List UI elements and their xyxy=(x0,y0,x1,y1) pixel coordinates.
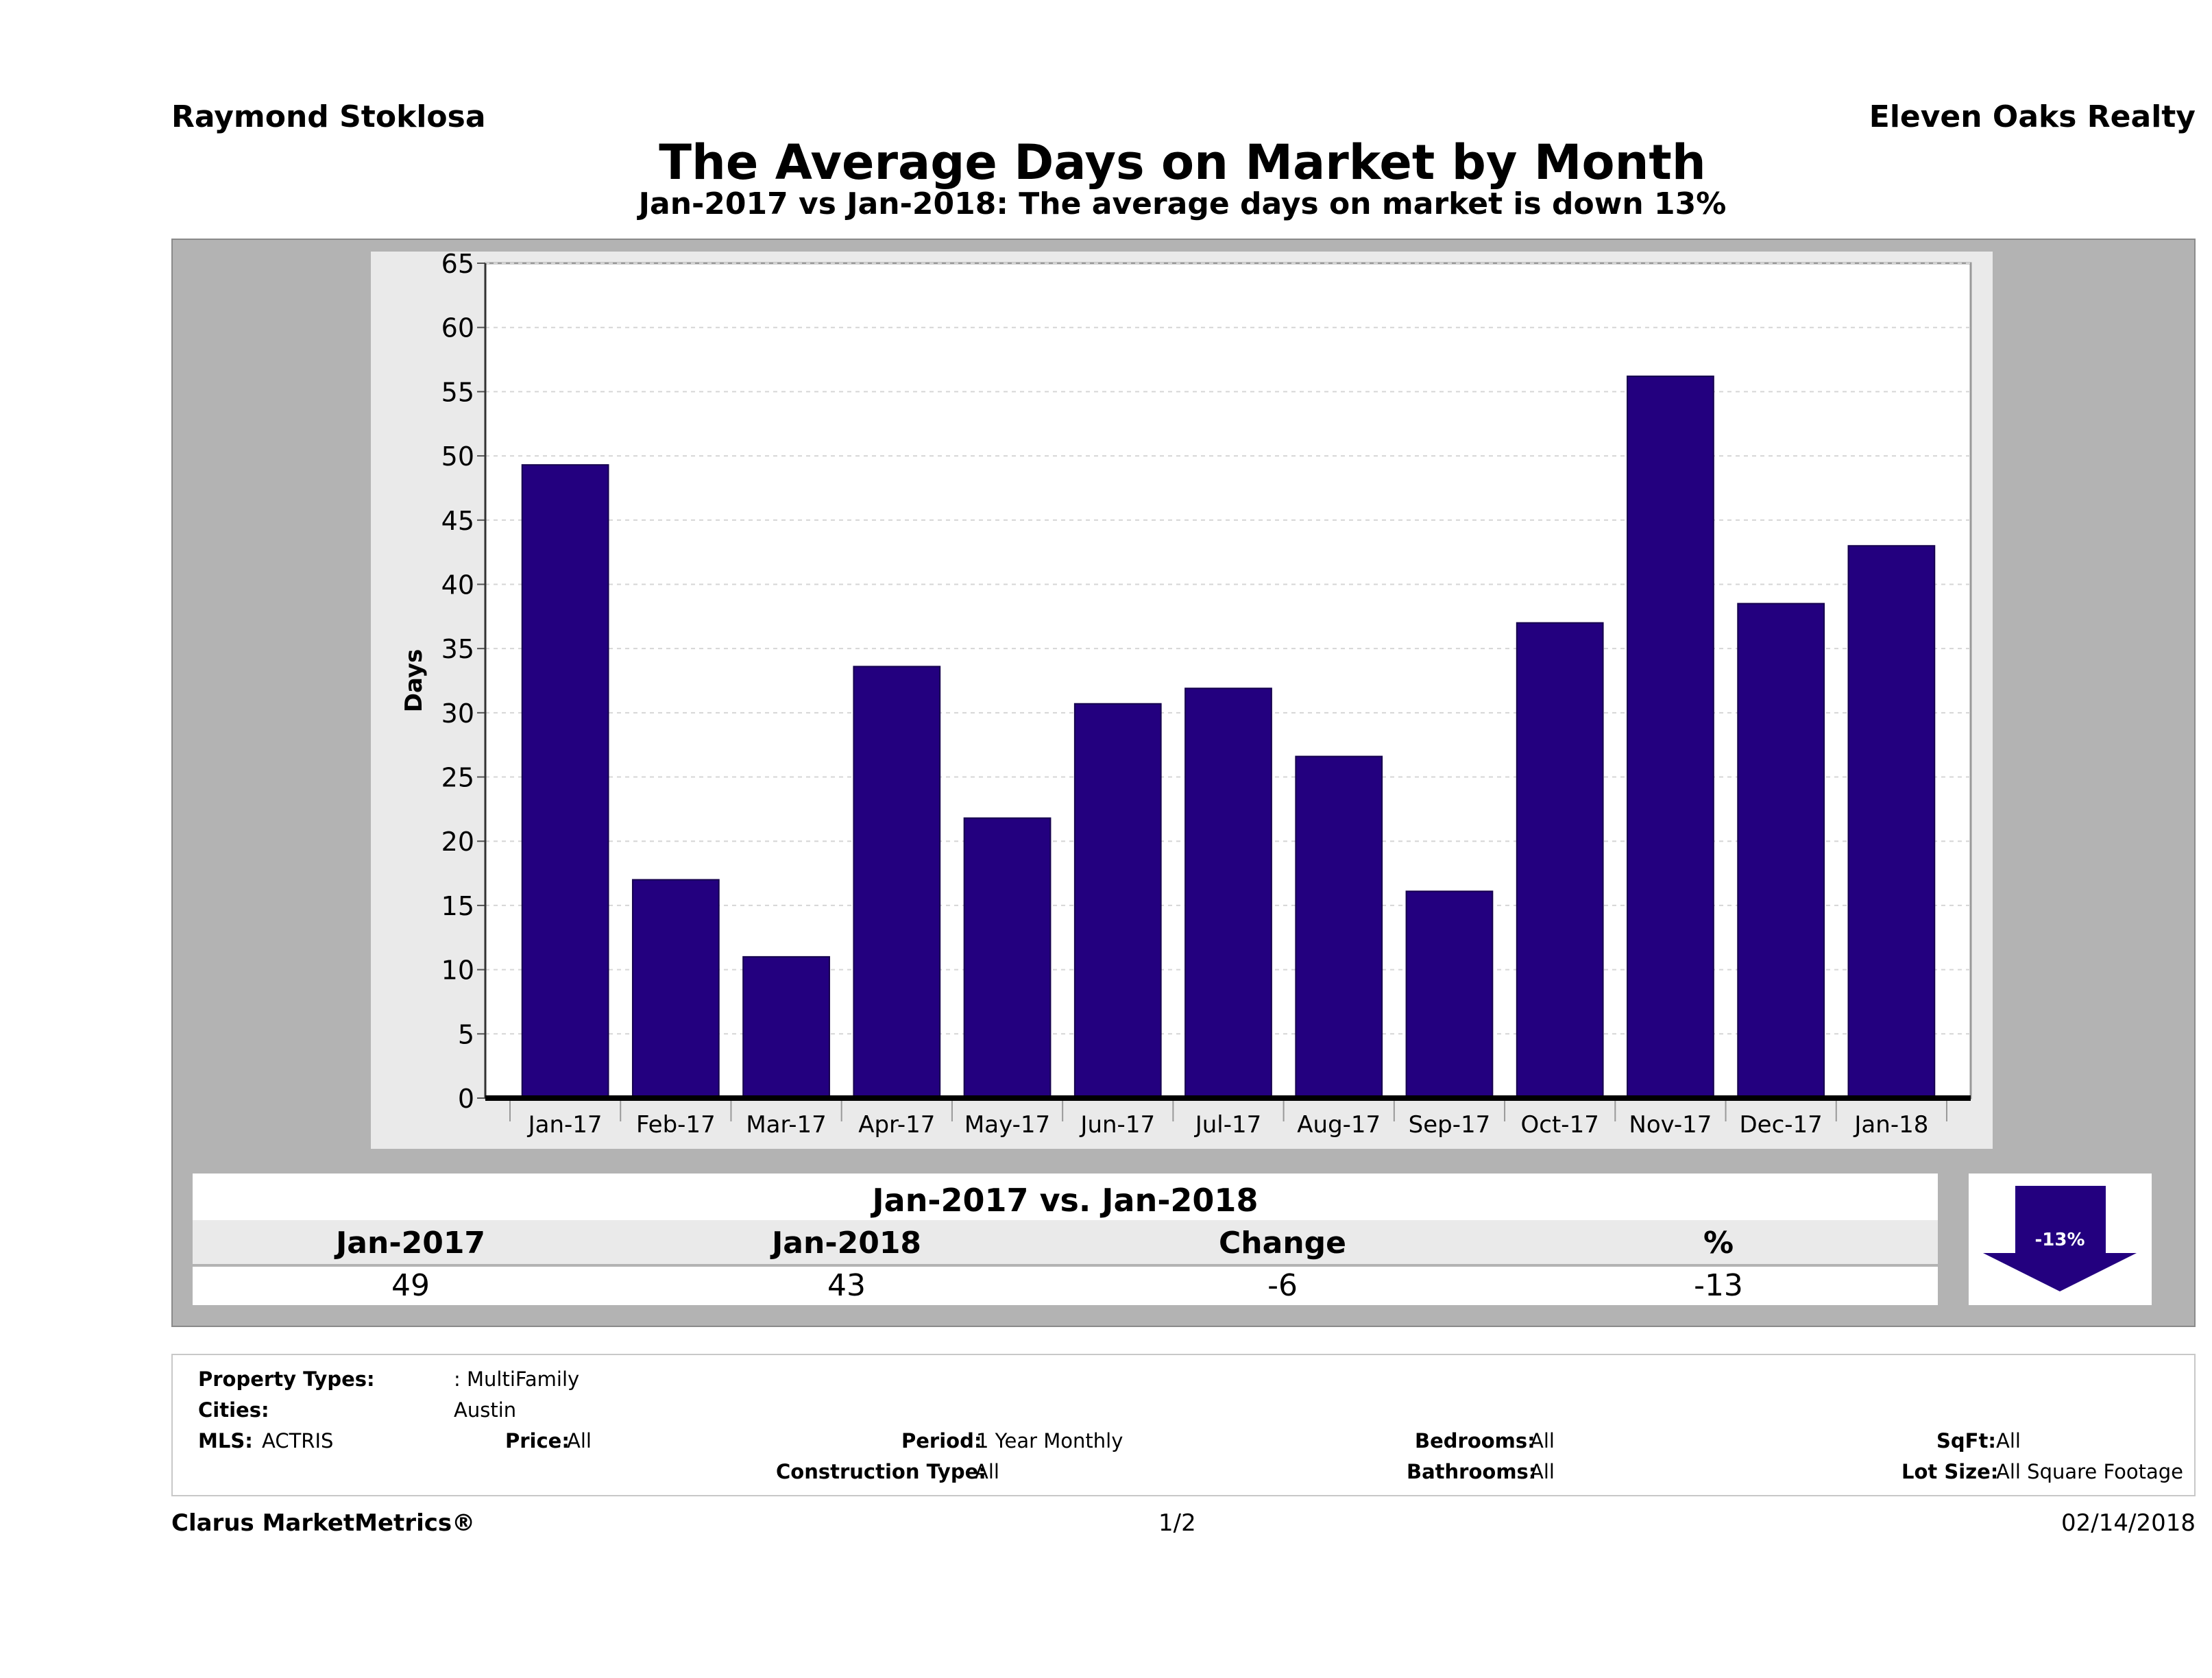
y-tick-label: 40 xyxy=(441,570,474,600)
x-tick-label: Apr-17 xyxy=(858,1111,935,1139)
y-tick-label: 65 xyxy=(441,252,474,279)
x-tick-label: Sep-17 xyxy=(1409,1111,1491,1139)
value-jan-2017: 49 xyxy=(391,1268,430,1303)
bar-jul-17 xyxy=(1184,688,1272,1099)
bar-nov-17 xyxy=(1627,375,1714,1099)
y-tick-label: 50 xyxy=(441,441,474,472)
header-change: Change xyxy=(1219,1226,1346,1261)
bathrooms-value: All xyxy=(1530,1460,1555,1483)
bar-feb-17 xyxy=(631,879,720,1099)
bar-mar-17 xyxy=(742,956,830,1099)
bar-jan-18 xyxy=(1847,545,1936,1099)
y-tick-label: 60 xyxy=(441,313,474,343)
bedrooms-value: All xyxy=(1530,1429,1555,1452)
y-tick-label: 0 xyxy=(458,1084,474,1114)
cities-label: Cities: xyxy=(198,1398,269,1422)
value-percent: -13 xyxy=(1694,1268,1743,1303)
company-name: Eleven Oaks Realty xyxy=(1869,99,2196,134)
bar-jun-17 xyxy=(1073,703,1162,1099)
chart-subtitle: Jan-2017 vs Jan-2018: The average days o… xyxy=(638,186,1727,221)
header-jan-2018: Jan-2018 xyxy=(771,1226,922,1261)
x-tick-label: Jun-17 xyxy=(1079,1111,1155,1139)
property-types-label: Property Types: xyxy=(198,1367,375,1391)
table-header-row: Jan-2017 Jan-2018 Change % xyxy=(193,1220,1938,1264)
y-tick-label: 25 xyxy=(441,763,474,793)
value-jan-2018: 43 xyxy=(827,1268,866,1303)
bar-oct-17 xyxy=(1516,622,1604,1099)
mls-value: ACTRIS xyxy=(262,1429,334,1452)
price-label: Price: xyxy=(505,1429,570,1452)
table-title-row: Jan-2017 vs. Jan-2018 xyxy=(193,1174,1938,1220)
bar-jan-17 xyxy=(521,464,609,1099)
x-tick-label: Aug-17 xyxy=(1297,1111,1381,1139)
header-percent: % xyxy=(1703,1226,1734,1261)
x-tick-label: Mar-17 xyxy=(746,1111,827,1139)
y-tick-label: 10 xyxy=(441,956,474,986)
construction-type-label: Construction Type: xyxy=(776,1460,986,1483)
x-tick-label: Dec-17 xyxy=(1739,1111,1822,1139)
x-tick-label: May-17 xyxy=(964,1111,1050,1139)
y-tick-label: 15 xyxy=(441,891,474,921)
period-label: Period: xyxy=(901,1429,982,1452)
footer-page-number: 1/2 xyxy=(1158,1509,1196,1537)
bathrooms-label: Bathrooms: xyxy=(1407,1460,1537,1483)
header-jan-2017: Jan-2017 xyxy=(335,1226,486,1261)
x-tick-label: Feb-17 xyxy=(636,1111,716,1139)
change-badge-label: -13% xyxy=(2034,1230,2085,1250)
chart-title: The Average Days on Market by Month xyxy=(659,134,1706,191)
bar-aug-17 xyxy=(1295,755,1383,1099)
search-criteria: Property Types: : MultiFamily Cities: Au… xyxy=(171,1354,2196,1496)
lot-size-value: All Square Footage xyxy=(1996,1460,2184,1483)
construction-type-value: All xyxy=(975,1460,999,1483)
y-tick-label: 5 xyxy=(458,1019,474,1049)
x-tick-label: Jul-17 xyxy=(1194,1111,1262,1139)
y-axis-label: Days xyxy=(400,649,428,713)
bar-chart: 0 5 10 15 20 25 30 35 40 45 50 55 60 65 Days Jan-17 Feb-… xyxy=(400,252,1972,1139)
x-tick-label: Nov-17 xyxy=(1629,1111,1712,1139)
sqft-label: SqFt: xyxy=(1936,1429,1996,1452)
x-tick-label: Oct-17 xyxy=(1521,1111,1599,1139)
value-change: -6 xyxy=(1267,1268,1298,1303)
chart-area: 0 5 10 15 20 25 30 35 40 45 50 55 60 65 Days Jan-17 Feb-… xyxy=(371,252,1993,1149)
y-tick-label: 45 xyxy=(441,506,474,536)
bar-apr-17 xyxy=(853,666,941,1099)
table-title: Jan-2017 vs. Jan-2018 xyxy=(872,1182,1259,1219)
x-tick-label: Jan-17 xyxy=(527,1111,603,1139)
y-tick-label: 35 xyxy=(441,634,474,664)
x-tick-label: Jan-18 xyxy=(1853,1111,1928,1139)
change-badge-box: -13% xyxy=(1969,1174,2152,1305)
table-value-row: 49 43 -6 -13 xyxy=(193,1267,1938,1305)
comparison-table: Jan-2017 vs. Jan-2018 Jan-2017 Jan-2018 … xyxy=(193,1174,1938,1305)
y-tick-label: 20 xyxy=(441,827,474,857)
period-value: 1 Year Monthly xyxy=(976,1429,1123,1452)
bar-dec-17 xyxy=(1737,603,1825,1099)
y-tick-label: 30 xyxy=(441,698,474,729)
bar-may-17 xyxy=(963,817,1052,1099)
price-value: All xyxy=(567,1429,592,1452)
sqft-value: All xyxy=(1996,1429,2021,1452)
mls-label: MLS: xyxy=(198,1429,253,1452)
lot-size-label: Lot Size: xyxy=(1901,1460,1999,1483)
footer-date: 02/14/2018 xyxy=(2061,1509,2196,1537)
y-tick-label: 55 xyxy=(441,377,474,407)
bar-sep-17 xyxy=(1405,890,1494,1099)
agent-name: Raymond Stoklosa xyxy=(171,99,486,134)
footer-brand: Clarus MarketMetrics® xyxy=(171,1509,476,1537)
property-types-value: : MultiFamily xyxy=(454,1367,580,1391)
bedrooms-label: Bedrooms: xyxy=(1415,1429,1535,1452)
down-arrow-icon: -13% xyxy=(1983,1186,2137,1291)
cities-value: Austin xyxy=(454,1398,517,1422)
